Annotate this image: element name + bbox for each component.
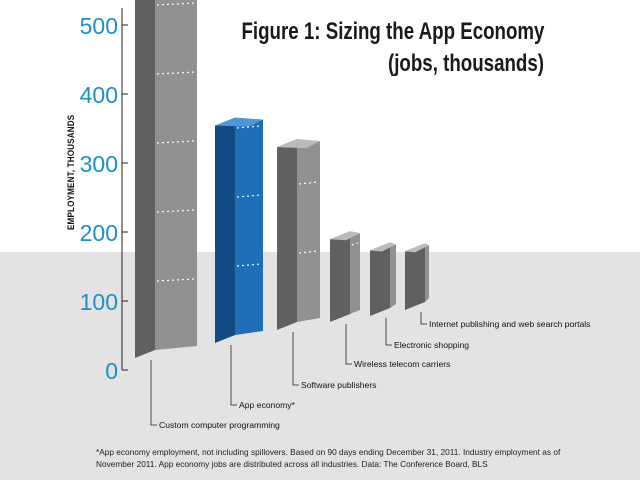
chart-title: Figure 1: Sizing the App Economy (240, 18, 544, 45)
bar-top-face (330, 231, 360, 241)
bar-gridline (351, 242, 359, 246)
bar-gridline (236, 194, 262, 198)
category-label: Electronic shopping (394, 340, 469, 350)
chart-subtitle: (jobs, thousands) (388, 50, 544, 77)
bar (425, 243, 429, 302)
category-leader-line (385, 318, 392, 346)
category-label: Wireless telecom carriers (354, 359, 450, 369)
bar-side-face (330, 231, 350, 322)
bar-gridline (156, 71, 196, 75)
bar-gridline (298, 181, 319, 185)
category-leader-line (150, 360, 157, 426)
bar (235, 117, 263, 336)
y-axis-label: EMPLOYMENT, THOUSANDS (66, 114, 77, 230)
bar-top-face (277, 139, 320, 149)
bar-side-face (370, 242, 390, 316)
y-tick-label: 0 (105, 358, 118, 384)
category-label: Custom computer programming (159, 420, 280, 430)
bar-top-face (370, 242, 396, 252)
y-tick-label: 100 (80, 289, 118, 315)
bar-gridline (236, 263, 262, 267)
category-label: App economy* (239, 400, 296, 410)
bar-gridline (156, 209, 196, 213)
y-tick-label: 300 (80, 151, 118, 177)
bar-side-face (215, 117, 235, 344)
bar-gridline (298, 250, 319, 254)
category-leader-line (420, 312, 427, 325)
category-label: Internet publishing and web search porta… (429, 319, 590, 329)
bar (297, 139, 320, 322)
bar-gridline (156, 140, 196, 144)
bar-side-face (277, 139, 297, 330)
chart-footnote: *App economy employment, not including s… (96, 447, 561, 469)
bar-side-face (135, 0, 155, 358)
y-tick-label: 400 (80, 82, 118, 108)
bar-top-face (215, 117, 263, 127)
bar-gridline (156, 2, 196, 6)
bar-side-face (405, 243, 425, 310)
bar (155, 0, 197, 350)
y-tick-label: 500 (80, 13, 118, 39)
category-leader-line (230, 345, 237, 406)
bar-gridline (156, 278, 196, 282)
bar (350, 231, 360, 314)
bar (390, 242, 396, 308)
bar-top-face (405, 243, 429, 253)
bar-gridline (236, 125, 262, 129)
category-label: Software publishers (301, 380, 376, 390)
category-leader-line (345, 324, 352, 365)
y-tick-label: 200 (80, 220, 118, 246)
category-leader-line (292, 332, 299, 386)
